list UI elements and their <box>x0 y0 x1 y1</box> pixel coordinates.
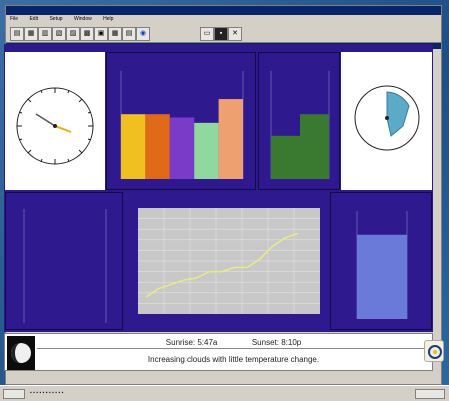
wind-speed-fill <box>386 91 410 137</box>
menu-file[interactable]: File <box>10 16 19 22</box>
chart-icon[interactable]: ▩ <box>80 27 94 41</box>
window-icon[interactable]: ▭ <box>200 27 214 41</box>
compass-needle <box>54 125 72 133</box>
rain-panel <box>5 192 123 330</box>
chart-icon[interactable]: ▣ <box>94 27 108 41</box>
wind-direction-panel <box>5 52 105 190</box>
rainfall-chart <box>356 211 408 319</box>
bar <box>300 114 329 179</box>
bar <box>271 135 300 179</box>
taskbar: ▪ ▪ ▪ ▪ ▪ ▪ ▪ ▪ ▪ ▪ ▪ <box>0 385 449 401</box>
temperature-panel <box>106 52 256 190</box>
rainfall-panel <box>330 192 432 330</box>
barometer-chart <box>138 208 320 314</box>
menu-window[interactable]: Window <box>73 16 92 22</box>
chart-icon[interactable]: ▨ <box>66 27 80 41</box>
sun-times: Sunrise: 5:47a Sunset: 8:10p <box>37 336 430 349</box>
menu-setup[interactable]: Setup <box>49 16 63 22</box>
bar <box>169 117 195 179</box>
compass-gauge <box>16 87 94 165</box>
quick-launch[interactable]: ▪ ▪ ▪ ▪ ▪ ▪ ▪ ▪ ▪ ▪ ▪ <box>30 390 64 396</box>
humidity-chart <box>270 71 330 179</box>
table-icon[interactable]: ▦ <box>108 27 122 41</box>
save-icon[interactable]: ▦ <box>24 27 38 41</box>
app-logo-icon <box>424 340 444 362</box>
globe-icon[interactable]: ◉ <box>136 27 150 41</box>
temperature-chart <box>120 71 244 179</box>
close-icon[interactable]: ✕ <box>228 27 242 41</box>
bar <box>194 122 219 179</box>
graph-icon[interactable]: ▧ <box>52 27 66 41</box>
bar <box>218 99 243 179</box>
bar <box>145 114 170 179</box>
menu-bar: File Edit Setup Window Help <box>6 15 441 23</box>
menu-help[interactable]: Help <box>103 16 114 22</box>
barometer-series-line <box>145 232 299 298</box>
tray-icons[interactable] <box>415 389 445 399</box>
sunrise-time: Sunrise: 5:47a <box>165 338 218 347</box>
chart-icon[interactable]: ▤ <box>122 27 136 41</box>
title-bar[interactable] <box>6 6 441 15</box>
sunset-time: Sunset: 8:10p <box>251 338 302 347</box>
status-panel: Sunrise: 5:47a Sunset: 8:10p Increasing … <box>4 333 433 371</box>
barometer-panel <box>124 192 328 330</box>
toolbar: ▤ ▦ ▥ ▧ ▨ ▩ ▣ ▦ ▤ ◉ ▭ ▪ ✕ <box>6 23 441 43</box>
wind-speed-panel <box>341 52 432 190</box>
forecast-text: Increasing clouds with little temperatur… <box>147 355 320 364</box>
humidity-panel <box>258 52 340 190</box>
dashboard <box>4 44 433 332</box>
bar <box>121 114 146 179</box>
open-icon[interactable]: ▤ <box>10 27 24 41</box>
menu-edit[interactable]: Edit <box>29 16 39 22</box>
bar <box>357 234 407 319</box>
print-icon[interactable]: ▥ <box>38 27 52 41</box>
compass-needle <box>35 113 56 127</box>
window-icon[interactable]: ▪ <box>214 27 228 41</box>
rain-chart <box>23 209 107 323</box>
moon-phase-icon <box>7 336 35 370</box>
compass-ticks <box>17 88 93 164</box>
start-button[interactable] <box>3 389 25 399</box>
wind-speed-gauge <box>354 85 420 151</box>
